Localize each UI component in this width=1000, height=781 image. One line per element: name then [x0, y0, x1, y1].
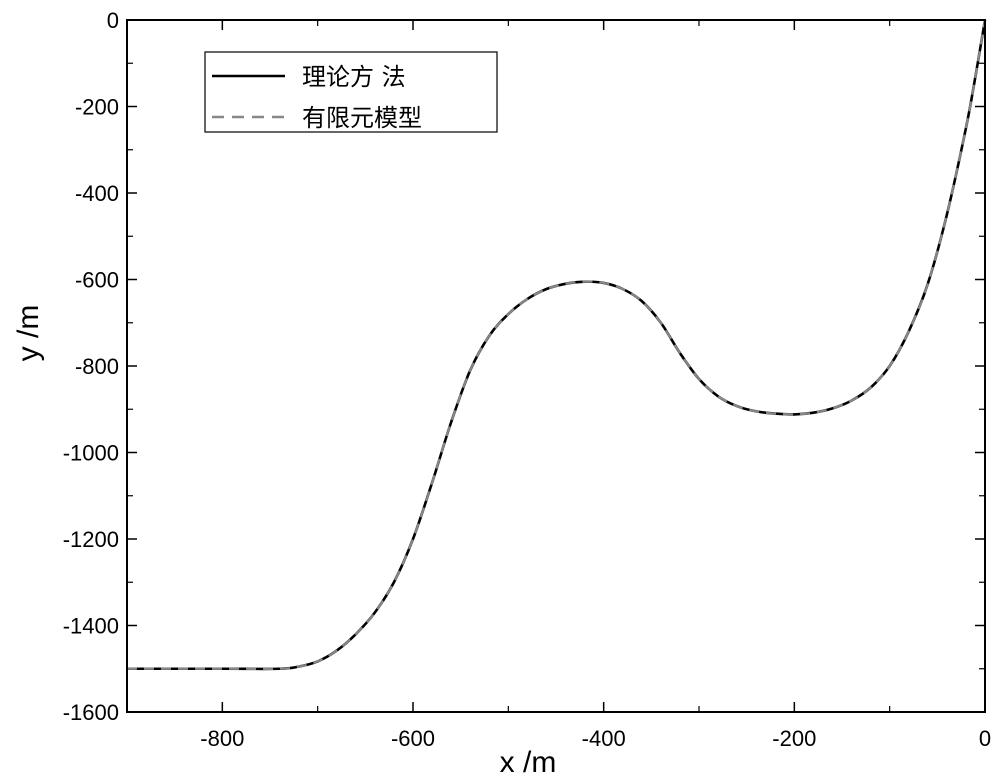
y-tick-label: -800: [75, 354, 119, 379]
y-tick-label: -1000: [63, 441, 119, 466]
y-tick-label: -1200: [63, 527, 119, 552]
x-tick-label: -800: [200, 726, 244, 751]
x-tick-label: -200: [772, 726, 816, 751]
y-tick-label: -600: [75, 268, 119, 293]
y-tick-label: -1600: [63, 700, 119, 725]
x-tick-label: -600: [391, 726, 435, 751]
x-tick-label: -400: [582, 726, 626, 751]
y-tick-label: -1400: [63, 614, 119, 639]
y-tick-label: 0: [107, 8, 119, 33]
x-axis-title: x /m: [500, 746, 557, 779]
x-tick-label: 0: [979, 726, 991, 751]
legend: 理论方 法 有限元模型: [205, 52, 497, 132]
tick-labels-layer: -800 -600 -400 -200 0 0 -200 -400 -600 -800 -1000 -…: [63, 8, 991, 751]
y-axis-title: y /m: [12, 305, 45, 362]
legend-label-1: 理论方 法: [302, 63, 406, 91]
legend-label-2: 有限元模型: [302, 104, 422, 132]
y-tick-label: -400: [75, 181, 119, 206]
y-tick-label: -200: [75, 95, 119, 120]
